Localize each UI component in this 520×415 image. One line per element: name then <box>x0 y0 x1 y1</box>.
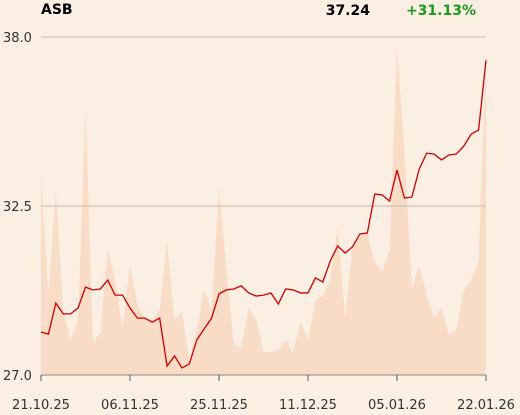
last-price: 37.24 <box>326 3 371 19</box>
x-tick-label: 25.11.25 <box>190 398 248 413</box>
y-tick-label: 27.0 <box>3 369 32 384</box>
x-tick-label: 11.12.25 <box>279 398 337 413</box>
change: +31.13% <box>406 3 476 19</box>
price-line <box>40 60 487 369</box>
x-tick-label: 22.01.26 <box>457 398 515 413</box>
y-tick-label: 32.5 <box>3 200 32 215</box>
x-tick-label: 21.10.25 <box>12 398 70 413</box>
ticker: ASB <box>41 2 73 18</box>
volume-area <box>41 48 486 376</box>
y-tick-label: 38.0 <box>3 31 32 46</box>
x-tick-label: 05.01.26 <box>368 398 426 413</box>
x-tick-label: 06.11.25 <box>101 398 159 413</box>
